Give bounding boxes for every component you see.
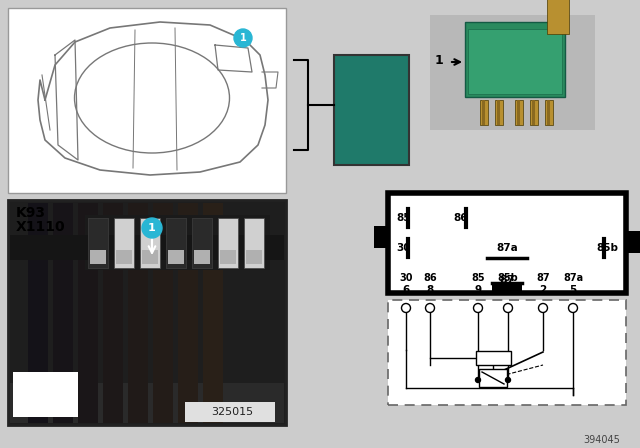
Bar xyxy=(388,193,626,293)
Bar xyxy=(178,203,198,423)
Bar xyxy=(465,22,565,97)
Circle shape xyxy=(426,303,435,313)
Bar xyxy=(517,100,520,125)
Circle shape xyxy=(234,29,252,47)
Text: 86: 86 xyxy=(453,213,467,223)
Bar xyxy=(547,100,550,125)
Bar xyxy=(10,383,284,423)
Text: 30: 30 xyxy=(396,243,410,253)
Circle shape xyxy=(476,378,481,383)
Text: 87a: 87a xyxy=(563,273,583,283)
Circle shape xyxy=(568,303,577,313)
Text: 85b: 85b xyxy=(596,243,618,253)
Bar xyxy=(28,203,48,423)
Bar xyxy=(8,200,286,425)
Bar xyxy=(468,29,562,94)
Text: 6: 6 xyxy=(403,285,410,295)
Bar xyxy=(103,203,123,423)
Text: 1: 1 xyxy=(148,223,156,233)
Bar xyxy=(114,218,134,268)
Bar xyxy=(142,250,158,264)
Circle shape xyxy=(504,303,513,313)
Bar xyxy=(10,235,284,260)
Circle shape xyxy=(401,303,410,313)
Text: 85: 85 xyxy=(471,273,485,283)
Bar xyxy=(128,203,148,423)
Bar xyxy=(479,369,507,387)
Bar xyxy=(166,218,186,268)
Bar xyxy=(220,250,236,264)
Text: 8: 8 xyxy=(426,285,434,295)
Bar xyxy=(90,250,106,264)
Bar xyxy=(530,100,538,125)
Bar xyxy=(374,226,390,248)
Bar xyxy=(140,218,160,268)
Bar xyxy=(430,15,595,130)
Text: 4: 4 xyxy=(504,285,512,295)
Text: 394045: 394045 xyxy=(583,435,620,445)
Bar xyxy=(476,351,511,365)
Text: 87a: 87a xyxy=(496,243,518,253)
Bar xyxy=(203,203,223,423)
Text: 2: 2 xyxy=(540,285,547,295)
Text: 1: 1 xyxy=(435,53,443,66)
Text: K93: K93 xyxy=(16,206,46,220)
Text: 87: 87 xyxy=(499,275,515,285)
Bar xyxy=(116,250,132,264)
Bar xyxy=(532,100,535,125)
Circle shape xyxy=(142,218,162,238)
Text: 30: 30 xyxy=(399,273,413,283)
Text: 9: 9 xyxy=(474,285,481,295)
Text: 85b: 85b xyxy=(498,273,518,283)
Circle shape xyxy=(506,378,511,383)
Bar xyxy=(153,203,173,423)
Bar xyxy=(218,218,238,268)
Bar xyxy=(334,55,409,165)
Circle shape xyxy=(538,303,547,313)
Text: 86: 86 xyxy=(423,273,437,283)
Bar xyxy=(8,8,286,193)
Bar xyxy=(53,203,73,423)
Bar xyxy=(192,218,212,268)
Bar xyxy=(246,250,262,264)
Bar xyxy=(88,218,108,268)
Circle shape xyxy=(474,303,483,313)
Bar xyxy=(547,0,569,34)
Bar xyxy=(88,218,108,268)
Bar xyxy=(388,300,626,405)
Bar xyxy=(482,100,485,125)
Bar xyxy=(85,215,270,270)
Text: 325015: 325015 xyxy=(211,407,253,417)
Bar xyxy=(13,372,78,417)
Bar xyxy=(78,203,98,423)
Bar xyxy=(480,100,488,125)
Text: 5: 5 xyxy=(570,285,577,295)
Bar xyxy=(244,218,264,268)
Bar xyxy=(515,100,523,125)
Bar xyxy=(497,100,500,125)
Bar xyxy=(624,231,640,253)
Text: 1: 1 xyxy=(239,33,246,43)
Bar xyxy=(185,402,275,422)
Text: 87: 87 xyxy=(536,273,550,283)
Bar xyxy=(492,283,522,295)
Bar xyxy=(194,250,210,264)
Text: 85: 85 xyxy=(396,213,410,223)
Bar xyxy=(192,218,212,268)
Text: X1110: X1110 xyxy=(16,220,66,234)
Bar xyxy=(166,218,186,268)
Bar xyxy=(545,100,553,125)
Bar xyxy=(168,250,184,264)
Bar xyxy=(495,100,503,125)
